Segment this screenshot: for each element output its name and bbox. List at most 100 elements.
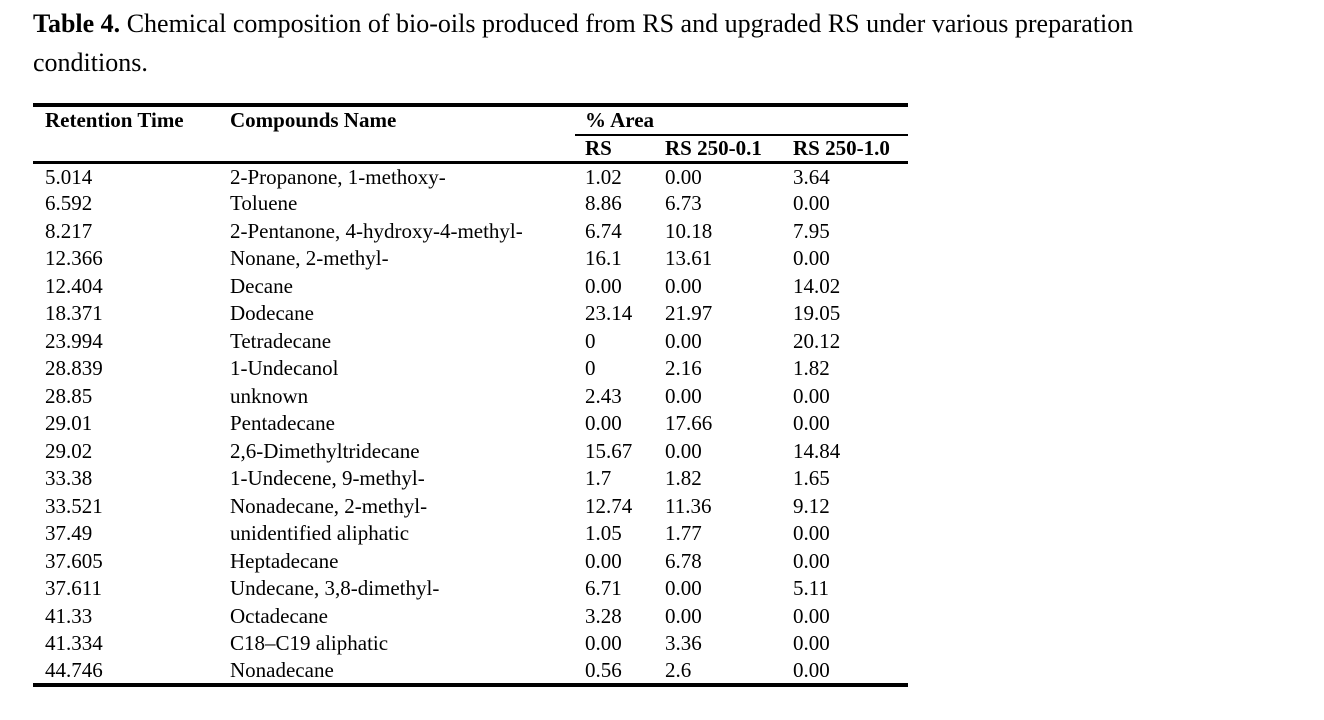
cell-retention-time: 8.217 xyxy=(45,218,93,243)
table-caption-text-line2: conditions. xyxy=(33,48,148,77)
chemical-composition-table: Retention Time Compounds Name % Area RS … xyxy=(33,103,908,687)
cell-retention-time: 37.49 xyxy=(45,521,93,546)
cell-compound-name: Undecane, 3,8-dimethyl- xyxy=(230,576,440,601)
cell-rs-250-1-0-value: 20.12 xyxy=(793,328,841,353)
cell-rs-250-0-1-value: 10.18 xyxy=(665,218,713,243)
cell-rs-250-0-1-value: 2.6 xyxy=(665,657,692,682)
column-header-rs-250-0-1: RS 250-0.1 xyxy=(663,135,790,164)
cell-retention-time: 37.605 xyxy=(45,548,103,573)
cell-rs-250-0-1-value: 11.36 xyxy=(665,493,712,518)
cell-rs-250-0-1-value: 6.73 xyxy=(665,191,702,216)
table-row: 23.994 Tetradecane 0 0.00 20.12 xyxy=(33,328,908,356)
table-row: 8.217 2-Pentanone, 4-hydroxy-4-methyl- 6… xyxy=(33,218,908,246)
cell-rs-250-0-1-value: 0.00 xyxy=(665,273,702,298)
cell-retention-time: 18.371 xyxy=(45,301,103,326)
cell-rs-value: 1.7 xyxy=(585,466,612,491)
cell-compound-name: Nonane, 2-methyl- xyxy=(230,246,389,271)
cell-compound-name: 1-Undecanol xyxy=(230,356,339,381)
cell-rs-250-1-0-value: 0.00 xyxy=(793,383,830,408)
cell-compound-name: Decane xyxy=(230,273,293,298)
cell-rs-250-1-0-value: 3.64 xyxy=(793,164,830,189)
cell-retention-time: 41.334 xyxy=(45,631,103,656)
cell-retention-time: 6.592 xyxy=(45,191,93,216)
cell-rs-value: 0.56 xyxy=(585,657,622,682)
cell-rs-250-1-0-value: 1.65 xyxy=(793,466,830,491)
cell-retention-time: 33.521 xyxy=(45,493,103,518)
table-row: 37.611 Undecane, 3,8-dimethyl- 6.71 0.00… xyxy=(33,575,908,603)
cell-rs-250-0-1-value: 0.00 xyxy=(665,603,702,628)
table-row: 29.01 Pentadecane 0.00 17.66 0.00 xyxy=(33,410,908,438)
cell-retention-time: 12.404 xyxy=(45,273,103,298)
cell-rs-250-1-0-value: 0.00 xyxy=(793,191,830,216)
cell-rs-value: 16.1 xyxy=(585,246,622,271)
table-body: 5.014 2-Propanone, 1-methoxy- 1.02 0.00 … xyxy=(33,163,908,686)
cell-retention-time: 29.02 xyxy=(45,438,93,463)
column-header-rs-250-1-0: RS 250-1.0 xyxy=(790,135,908,164)
header-row-2: RS RS 250-0.1 RS 250-1.0 xyxy=(33,135,908,164)
table-row: 33.521 Nonadecane, 2-methyl- 12.74 11.36… xyxy=(33,493,908,521)
table-header: Retention Time Compounds Name % Area RS … xyxy=(33,105,908,164)
cell-rs-250-0-1-value: 1.77 xyxy=(665,521,702,546)
cell-compound-name: Toluene xyxy=(230,191,298,216)
table-row: 37.49 unidentified aliphatic 1.05 1.77 0… xyxy=(33,520,908,548)
cell-retention-time: 37.611 xyxy=(45,576,102,601)
table-row: 12.366 Nonane, 2-methyl- 16.1 13.61 0.00 xyxy=(33,245,908,273)
cell-rs-250-0-1-value: 1.82 xyxy=(665,466,702,491)
cell-rs-value: 3.28 xyxy=(585,603,622,628)
cell-compound-name: Tetradecane xyxy=(230,328,332,353)
cell-retention-time: 28.839 xyxy=(45,356,103,381)
cell-rs-250-1-0-value: 0.00 xyxy=(793,548,830,573)
cell-rs-value: 0 xyxy=(585,356,596,381)
cell-rs-250-0-1-value: 3.36 xyxy=(665,631,702,656)
cell-rs-250-1-0-value: 0.00 xyxy=(793,246,830,271)
cell-rs-value: 0.00 xyxy=(585,411,622,436)
cell-compound-name: Heptadecane xyxy=(230,548,339,573)
column-header-rs: RS xyxy=(575,135,663,164)
cell-rs-value: 6.71 xyxy=(585,576,622,601)
table-caption-label: Table 4. xyxy=(33,9,121,38)
cell-compound-name: Dodecane xyxy=(230,301,314,326)
cell-retention-time: 28.85 xyxy=(45,383,93,408)
cell-compound-name: Octadecane xyxy=(230,603,328,628)
cell-rs-value: 2.43 xyxy=(585,383,622,408)
header-row-1: Retention Time Compounds Name % Area xyxy=(33,105,908,164)
cell-rs-value: 8.86 xyxy=(585,191,622,216)
table-row: 6.592 Toluene 8.86 6.73 0.00 xyxy=(33,190,908,218)
cell-rs-value: 1.05 xyxy=(585,521,622,546)
table-caption: Table 4. Chemical composition of bio-oil… xyxy=(33,4,1303,82)
table-row: 33.38 1-Undecene, 9-methyl- 1.7 1.82 1.6… xyxy=(33,465,908,493)
cell-rs-250-0-1-value: 0.00 xyxy=(665,576,702,601)
cell-rs-250-1-0-value: 5.11 xyxy=(793,576,829,601)
cell-rs-250-1-0-value: 7.95 xyxy=(793,218,830,243)
table-row: 29.02 2,6-Dimethyltridecane 15.67 0.00 1… xyxy=(33,438,908,466)
table-row: 37.605 Heptadecane 0.00 6.78 0.00 xyxy=(33,548,908,576)
cell-rs-250-0-1-value: 0.00 xyxy=(665,383,702,408)
cell-rs-value: 0.00 xyxy=(585,631,622,656)
table-row: 44.746 Nonadecane 0.56 2.6 0.00 xyxy=(33,658,908,686)
cell-retention-time: 44.746 xyxy=(45,657,103,682)
table-row: 28.85 unknown 2.43 0.00 0.00 xyxy=(33,383,908,411)
cell-rs-250-0-1-value: 2.16 xyxy=(665,356,702,381)
cell-rs-250-1-0-value: 1.82 xyxy=(793,356,830,381)
cell-rs-value: 6.74 xyxy=(585,218,622,243)
cell-compound-name: unknown xyxy=(230,383,309,408)
cell-rs-250-1-0-value: 0.00 xyxy=(793,631,830,656)
table-row: 18.371 Dodecane 23.14 21.97 19.05 xyxy=(33,300,908,328)
cell-compound-name: Nonadecane, 2-methyl- xyxy=(230,493,428,518)
column-header-compounds-name: Compounds Name xyxy=(230,105,575,164)
cell-rs-250-0-1-value: 6.78 xyxy=(665,548,702,573)
cell-rs-250-0-1-value: 0.00 xyxy=(665,328,702,353)
cell-rs-250-0-1-value: 21.97 xyxy=(665,301,713,326)
cell-compound-name: Pentadecane xyxy=(230,411,335,436)
column-header-area-group: % Area xyxy=(575,105,908,136)
cell-rs-250-1-0-value: 9.12 xyxy=(793,493,830,518)
cell-retention-time: 12.366 xyxy=(45,246,103,271)
cell-compound-name: 2-Propanone, 1-methoxy- xyxy=(230,164,446,189)
table-row: 41.33 Octadecane 3.28 0.00 0.00 xyxy=(33,603,908,631)
cell-rs-value: 23.14 xyxy=(585,301,633,326)
cell-compound-name: unidentified aliphatic xyxy=(230,521,410,546)
cell-retention-time: 33.38 xyxy=(45,466,93,491)
table-row: 28.839 1-Undecanol 0 2.16 1.82 xyxy=(33,355,908,383)
cell-rs-value: 15.67 xyxy=(585,438,633,463)
